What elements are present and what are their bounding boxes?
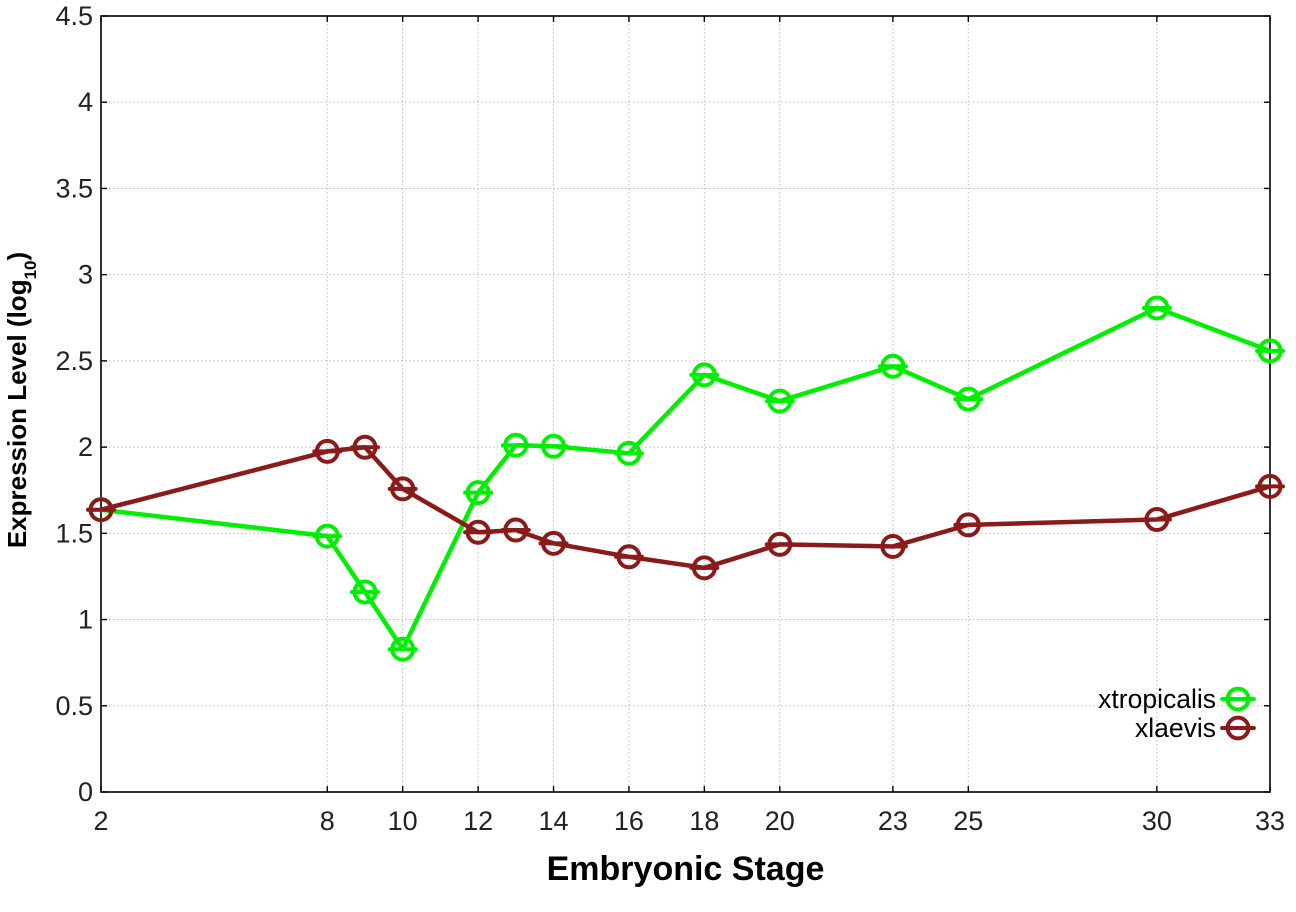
svg-text:1.5: 1.5	[55, 518, 93, 548]
svg-text:xtropicalis: xtropicalis	[1098, 684, 1216, 714]
svg-text:20: 20	[765, 806, 795, 836]
svg-text:33: 33	[1255, 806, 1285, 836]
svg-text:3: 3	[78, 260, 93, 290]
svg-text:30: 30	[1142, 806, 1172, 836]
svg-text:4: 4	[78, 87, 93, 117]
svg-text:25: 25	[953, 806, 983, 836]
svg-text:12: 12	[463, 806, 493, 836]
svg-text:xlaevis: xlaevis	[1135, 713, 1216, 743]
svg-text:0: 0	[78, 777, 93, 807]
svg-text:14: 14	[538, 806, 568, 836]
svg-text:Embryonic Stage: Embryonic Stage	[547, 850, 825, 888]
svg-text:23: 23	[878, 806, 908, 836]
svg-text:8: 8	[320, 806, 335, 836]
svg-text:16: 16	[614, 806, 644, 836]
svg-text:1: 1	[78, 605, 93, 635]
svg-text:2: 2	[93, 806, 108, 836]
svg-text:10: 10	[388, 806, 418, 836]
svg-text:4.5: 4.5	[55, 1, 93, 31]
svg-text:0.5: 0.5	[55, 691, 93, 721]
svg-text:18: 18	[689, 806, 719, 836]
svg-text:2: 2	[78, 432, 93, 462]
svg-text:2.5: 2.5	[55, 346, 93, 376]
svg-text:3.5: 3.5	[55, 173, 93, 203]
